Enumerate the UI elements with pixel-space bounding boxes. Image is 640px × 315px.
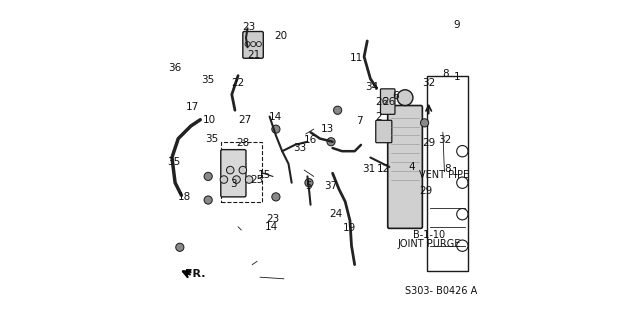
Text: 31: 31 [362, 163, 376, 174]
Text: 21: 21 [247, 50, 260, 60]
Circle shape [420, 119, 429, 127]
Text: 11: 11 [349, 53, 363, 63]
Circle shape [327, 138, 335, 146]
Text: 25: 25 [250, 175, 264, 185]
Text: 22: 22 [232, 78, 244, 89]
Text: VENT PIPE: VENT PIPE [419, 170, 470, 180]
Text: 18: 18 [178, 192, 191, 202]
Text: 24: 24 [329, 209, 342, 219]
FancyBboxPatch shape [221, 150, 246, 197]
Text: 26: 26 [375, 97, 388, 107]
Text: 19: 19 [343, 223, 356, 233]
Circle shape [220, 176, 228, 183]
Circle shape [227, 166, 234, 174]
Circle shape [204, 196, 212, 204]
Text: 27: 27 [238, 115, 251, 125]
Text: 23: 23 [266, 214, 280, 224]
Circle shape [333, 106, 342, 114]
Text: 12: 12 [376, 163, 390, 174]
FancyBboxPatch shape [380, 89, 395, 114]
Bar [427, 76, 468, 271]
FancyBboxPatch shape [388, 106, 422, 228]
Text: S303- B0426 A: S303- B0426 A [405, 286, 477, 296]
Text: 7: 7 [356, 116, 363, 126]
Text: 29: 29 [422, 138, 435, 148]
Text: 10: 10 [203, 115, 216, 125]
Text: 23: 23 [243, 22, 256, 32]
Text: 14: 14 [264, 222, 278, 232]
FancyBboxPatch shape [376, 120, 392, 143]
Text: 20: 20 [274, 31, 287, 41]
Text: 34: 34 [365, 82, 379, 92]
Bar [221, 142, 262, 202]
Circle shape [176, 243, 184, 251]
Circle shape [272, 193, 280, 201]
Text: 5: 5 [306, 181, 312, 191]
Text: 32: 32 [438, 135, 451, 145]
Text: 15: 15 [259, 170, 271, 180]
Text: JOINT PURGE: JOINT PURGE [397, 239, 460, 249]
Text: 26: 26 [383, 97, 396, 107]
Text: 4: 4 [408, 162, 415, 172]
Text: 13: 13 [321, 124, 335, 134]
Text: 37: 37 [324, 181, 338, 191]
Text: 6: 6 [392, 91, 399, 101]
Text: 1: 1 [454, 72, 460, 82]
Circle shape [245, 176, 253, 183]
Circle shape [233, 176, 240, 183]
Text: 8: 8 [444, 163, 451, 174]
Text: 17: 17 [186, 102, 199, 112]
Text: 33: 33 [293, 143, 306, 153]
Text: 35: 35 [205, 134, 218, 144]
Circle shape [397, 90, 413, 106]
Circle shape [239, 166, 246, 174]
Text: 36: 36 [168, 63, 182, 73]
Circle shape [272, 125, 280, 133]
Text: 3: 3 [230, 179, 237, 189]
Text: 16: 16 [304, 135, 317, 145]
Text: 9: 9 [454, 20, 460, 30]
Text: 32: 32 [422, 78, 435, 89]
Text: 35: 35 [167, 157, 180, 167]
Text: B-1-10: B-1-10 [413, 230, 445, 240]
Circle shape [204, 172, 212, 180]
Text: 2: 2 [375, 112, 381, 122]
Text: 8: 8 [443, 69, 449, 79]
Text: 1: 1 [452, 167, 459, 177]
Text: FR.: FR. [186, 269, 206, 279]
FancyBboxPatch shape [243, 32, 263, 58]
Text: 35: 35 [202, 75, 215, 85]
Circle shape [305, 179, 313, 187]
Text: 29: 29 [419, 186, 432, 196]
Text: 14: 14 [269, 112, 282, 122]
Text: 28: 28 [236, 138, 250, 148]
